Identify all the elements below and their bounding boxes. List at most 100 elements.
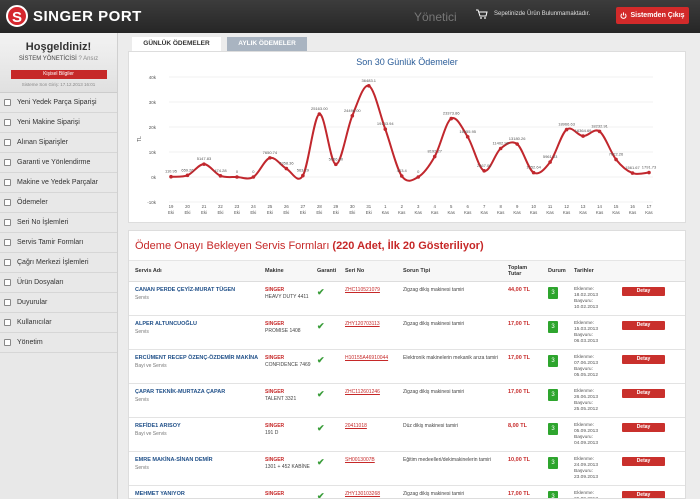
sidebar-item[interactable]: Kullanıcılar xyxy=(0,313,117,333)
sidebar-item[interactable]: Ödemeler xyxy=(0,193,117,213)
x-tick-label: 7 Kas xyxy=(480,204,487,215)
x-tick-part: Eki xyxy=(217,210,223,215)
service-name[interactable]: MEHMET YANIYOR xyxy=(135,490,185,497)
x-tick-label: 10 Kas xyxy=(530,204,537,215)
service-name[interactable]: CANAN PERDE ÇEYİZ-MURAT TÜGEN xyxy=(135,286,236,293)
detail-button[interactable]: Detay xyxy=(622,388,665,398)
service-cell: ALPER ALTUNCUOĞLU Servis xyxy=(129,315,259,350)
x-tick-label: 31 Eki xyxy=(366,204,372,215)
logout-button[interactable]: Sistemden Çıkış xyxy=(616,7,689,24)
actions-cell: Detay xyxy=(616,451,685,486)
serial-link[interactable]: H10155A46910044 xyxy=(345,354,389,361)
x-tick-part: Kas xyxy=(480,210,487,215)
singer-port-logo[interactable]: S SINGER PORT xyxy=(6,5,142,27)
sidebar-item[interactable]: Garanti ve Yönlendirme xyxy=(0,153,117,173)
serial-link[interactable]: ZHC112601246 xyxy=(345,388,380,395)
service-name[interactable]: REFİDE1 ARISOY xyxy=(135,422,181,429)
detail-button[interactable]: Detay xyxy=(622,422,665,432)
status-badge[interactable]: 3 xyxy=(548,388,558,401)
detail-button[interactable]: Detay xyxy=(622,286,665,296)
singer-brand: SINGER xyxy=(265,422,285,429)
service-name[interactable]: ERCÜMENT RECEP ÖZENÇ-ÖZDEMİR MAKİNA xyxy=(135,354,259,361)
sidebar-item[interactable]: Çağrı Merkezi İşlemleri xyxy=(0,253,117,273)
serial-link[interactable]: 20411018 xyxy=(345,422,367,429)
x-tick-label: 11 Kas xyxy=(546,204,553,215)
cart-status[interactable]: Sepetinizde Ürün Bulunmamaktadır. xyxy=(476,9,590,19)
data-point xyxy=(630,171,635,175)
x-tick-part: 20 xyxy=(185,204,190,209)
detail-button[interactable]: Detay xyxy=(622,320,665,330)
status-badge[interactable]: 3 xyxy=(548,286,558,299)
sidebar-item[interactable]: Yönetim xyxy=(0,333,117,353)
price-cell: 44,00 TL xyxy=(502,281,542,316)
x-tick-part: Eki xyxy=(201,210,207,215)
data-point xyxy=(482,169,486,173)
data-label: 0 xyxy=(236,169,239,174)
sidebar-item[interactable]: Makine ve Yedek Parçalar xyxy=(0,173,117,193)
service-type: Bayi ve Servis xyxy=(135,362,167,369)
personal-info-button[interactable]: Kişisel Bilgiler xyxy=(10,70,107,79)
col-issue-type[interactable]: Sorun Tipi xyxy=(397,261,502,282)
col-serial[interactable]: Seri No xyxy=(339,261,397,282)
status-badge[interactable]: 3 xyxy=(548,320,558,333)
serial-cell: ZHY120703113 xyxy=(339,315,397,350)
issue-type: Zigzag dikiş makinesi tamiri xyxy=(403,286,465,293)
x-tick-part: Eki xyxy=(168,210,174,215)
sidebar-item-label: Ödemeler xyxy=(17,199,48,206)
col-total[interactable]: Toplam Tutar xyxy=(502,261,542,282)
service-name[interactable]: ALPER ALTUNCUOĞLU xyxy=(135,320,198,327)
serial-link[interactable]: ZHC110521079 xyxy=(345,286,380,293)
status-badge[interactable]: 3 xyxy=(548,456,558,469)
x-tick-part: 8 xyxy=(499,204,502,209)
data-label: 11402.98 xyxy=(492,140,509,145)
data-point xyxy=(350,113,355,118)
document-icon xyxy=(4,259,11,266)
sidebar-item[interactable]: Ürün Dosyaları xyxy=(0,273,117,293)
issue-cell: Zigzag dikiş makinesi tamiri xyxy=(397,485,502,498)
serial-link[interactable]: ZHY130103268 xyxy=(345,490,381,497)
serial-cell: H10155A46910044 xyxy=(339,349,397,384)
col-warranty[interactable]: Garanti xyxy=(311,261,339,282)
data-label: 1791.73 xyxy=(642,165,657,170)
status-badge[interactable]: 3 xyxy=(548,422,558,435)
serial-link[interactable]: ZHY120703113 xyxy=(345,320,380,327)
x-tick-label: 13 Kas xyxy=(579,204,586,215)
serial-link[interactable]: SH0013007B xyxy=(345,456,375,463)
document-icon xyxy=(4,119,11,126)
data-label: 403.4 xyxy=(397,168,408,173)
sidebar-item[interactable]: Yeni Makine Siparişi xyxy=(0,113,117,133)
x-tick-label: 26 Eki xyxy=(283,204,289,215)
sidebar-item[interactable]: Seri No İşlemleri xyxy=(0,213,117,233)
machine-model: PROMISE 1408 xyxy=(265,327,301,334)
col-machine[interactable]: Makine xyxy=(259,261,311,282)
chart-title: Son 30 Günlük Ödemeler xyxy=(356,57,458,67)
tab-monthly-payments[interactable]: AYLIK ÖDEMELER xyxy=(227,37,307,51)
tab-daily-payments[interactable]: GÜNLÜK ÖDEMELER xyxy=(132,37,221,51)
check-icon: ✔ xyxy=(317,388,325,399)
detail-button[interactable]: Detay xyxy=(622,490,665,498)
col-dates[interactable]: Tarihler xyxy=(568,261,616,282)
data-point xyxy=(564,127,569,132)
col-status[interactable]: Durum xyxy=(542,261,568,282)
serial-cell: 20411018 xyxy=(339,417,397,452)
detail-button[interactable]: Detay xyxy=(622,456,665,466)
issue-cell: Zigzag dikiş makinesi tamiri xyxy=(397,383,502,418)
service-name[interactable]: ÇAPAR TEKNİK-MURTAZA ÇAPAR xyxy=(135,388,226,395)
status-badge[interactable]: 3 xyxy=(548,354,558,367)
price-cell: 17,00 TL xyxy=(502,315,542,350)
data-label: 16364.69 xyxy=(575,128,592,133)
total-price: 17,00 TL xyxy=(508,320,531,327)
x-tick-part: Kas xyxy=(546,210,553,215)
data-label: 3358.36 xyxy=(279,161,294,166)
sidebar-item[interactable]: Yeni Yedek Parça Siparişi xyxy=(0,93,117,113)
service-name[interactable]: EMRE MAKİNA-SİNAN DEMİR xyxy=(135,456,213,463)
status-badge[interactable]: 3 xyxy=(548,490,558,498)
check-icon: ✔ xyxy=(317,456,325,467)
detail-button[interactable]: Detay xyxy=(622,354,665,364)
sidebar-item[interactable]: Alınan Siparişler xyxy=(0,133,117,153)
x-tick-part: Eki xyxy=(184,210,190,215)
data-point xyxy=(647,170,651,175)
sidebar-item[interactable]: Duyurular xyxy=(0,293,117,313)
col-service-name[interactable]: Servis Adı xyxy=(129,261,259,282)
sidebar-item[interactable]: Servis Tamir Formları xyxy=(0,233,117,253)
